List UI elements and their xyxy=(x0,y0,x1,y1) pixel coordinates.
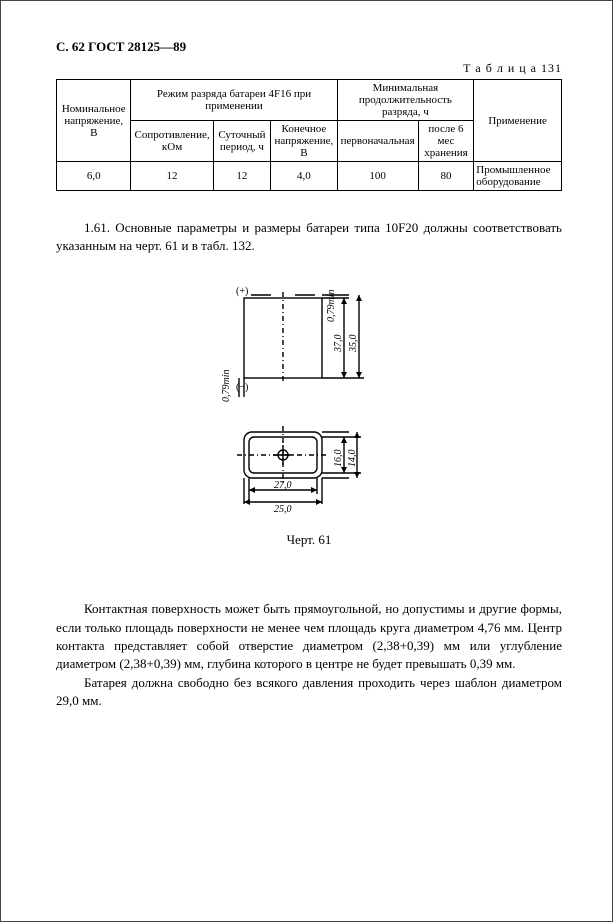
page-header: С. 62 ГОСТ 28125—89 xyxy=(56,39,562,55)
colgroup-min-duration: Минимальная продолжительность разряда, ч xyxy=(337,80,474,121)
cell-initial: 100 xyxy=(337,162,418,191)
colgroup-discharge-mode: Режим разряда батареи 4F16 при применени… xyxy=(131,80,337,121)
figure-caption: Черт. 61 xyxy=(287,532,332,547)
body-p1: Контактная поверхность может быть прямоу… xyxy=(56,601,562,671)
fig-dim-250: 25,0 xyxy=(274,504,292,515)
body-p2: Батарея должна свободно без всякого давл… xyxy=(56,675,562,708)
col-after-storage: после 6 мес хранения xyxy=(418,121,474,162)
cell-use: Промышленное оборудование xyxy=(474,162,562,191)
cell-nom: 6,0 xyxy=(57,162,131,191)
table-131: Номинальное напряжение, В Режим разряда … xyxy=(56,79,562,191)
col-initial: первоначальная xyxy=(337,121,418,162)
cell-period: 12 xyxy=(213,162,271,191)
paragraph-161-text: 1.61. Основные параметры и размеры батар… xyxy=(56,220,562,253)
col-nominal-voltage: Номинальное напряжение, В xyxy=(57,80,131,162)
cell-r: 12 xyxy=(131,162,213,191)
figure-61: (+) (−) 0,79min 37,0 35,0 0,79min xyxy=(56,282,562,552)
col-daily-period: Суточный период, ч xyxy=(213,121,271,162)
fig-dim-160: 16,0 xyxy=(333,450,344,468)
cell-after: 80 xyxy=(418,162,474,191)
fig-minus-label: (−) xyxy=(236,382,248,393)
col-resistance: Сопротивление, кОм xyxy=(131,121,213,162)
paragraph-161: 1.61. Основные параметры и размеры батар… xyxy=(56,219,562,254)
fig-dim-370: 37,0 xyxy=(333,335,344,354)
fig-dim-079-top: 0,79min xyxy=(326,290,337,323)
col-application: Применение xyxy=(474,80,562,162)
table-row: 6,0 12 12 4,0 100 80 Промышленное оборуд… xyxy=(57,162,562,191)
fig-dim-079-bot: 0,79min xyxy=(221,370,232,403)
col-end-voltage: Конечное напряжение, В xyxy=(271,121,337,162)
cell-endv: 4,0 xyxy=(271,162,337,191)
fig-dim-350: 35,0 xyxy=(348,335,359,354)
body-paragraphs: Контактная поверхность может быть прямоу… xyxy=(56,600,562,711)
fig-dim-140: 14,0 xyxy=(347,450,358,468)
table-caption: Т а б л и ц а 131 xyxy=(56,61,562,76)
fig-plus-label: (+) xyxy=(236,286,248,297)
fig-dim-270: 27,0 xyxy=(274,480,292,491)
